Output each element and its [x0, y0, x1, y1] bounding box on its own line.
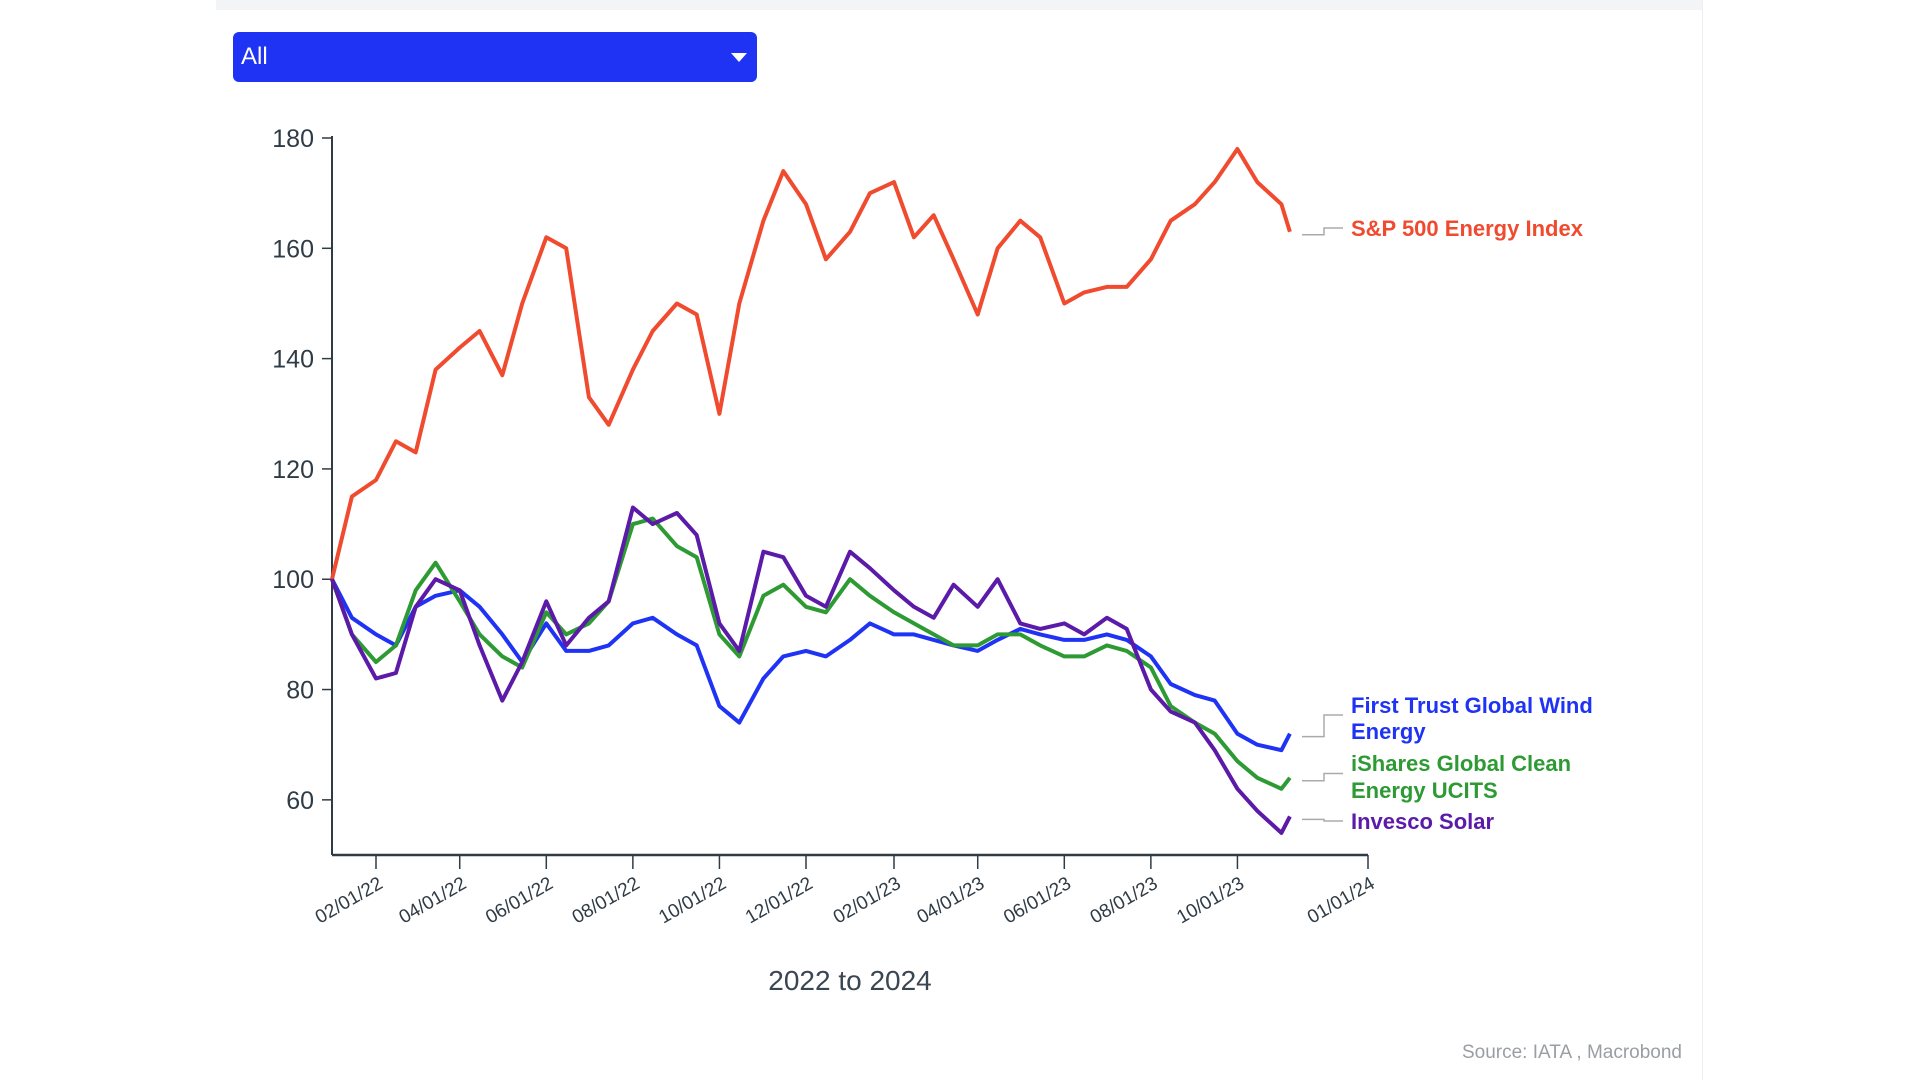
x-tick-label: 02/01/23 — [830, 873, 905, 928]
x-tick-label: 08/01/22 — [569, 873, 644, 928]
label-connector — [1302, 818, 1343, 822]
series-label-line: Energy — [1351, 719, 1426, 744]
series-filter-dropdown[interactable]: All — [233, 32, 757, 82]
x-tick-label: 04/01/22 — [396, 873, 471, 928]
series-label: Invesco Solar — [1351, 809, 1495, 834]
x-tick-label: 01/01/24 — [1304, 873, 1379, 928]
x-tick-label: 10/01/22 — [655, 873, 730, 928]
x-axis-title: 2022 to 2024 — [768, 965, 932, 996]
x-tick-label: 12/01/22 — [742, 873, 817, 928]
series-label: First Trust Global Wind Energy — [1351, 693, 1593, 744]
dropdown-selected-value: All — [241, 43, 268, 70]
y-tick-label: 100 — [272, 566, 314, 594]
label-connector — [1302, 772, 1343, 782]
series-line-0 — [330, 147, 1292, 580]
y-tick-label: 60 — [286, 787, 314, 815]
series-label: iShares Global Clean Energy UCITS — [1351, 751, 1571, 803]
y-tick-label: 120 — [272, 456, 314, 484]
label-connector — [1302, 714, 1343, 738]
series-label: S&P 500 Energy Index — [1351, 216, 1584, 241]
top-bar — [216, 0, 1702, 10]
y-tick-label: 80 — [286, 677, 314, 705]
x-tick-label: 02/01/22 — [312, 873, 387, 928]
y-tick-label: 140 — [272, 346, 314, 374]
label-connector — [1302, 227, 1343, 236]
series-line-3 — [330, 505, 1292, 835]
card-border — [1702, 0, 1703, 1080]
series-line-1 — [330, 578, 1292, 753]
caret-down-icon — [731, 53, 747, 62]
y-tick-label: 180 — [272, 125, 314, 153]
series-label-line: Energy UCITS — [1351, 778, 1498, 803]
x-tick-label: 10/01/23 — [1173, 873, 1248, 928]
source-note: Source: IATA , Macrobond — [1461, 1042, 1682, 1063]
x-tick-label: 04/01/23 — [914, 873, 989, 928]
series-label-line: iShares Global Clean — [1351, 751, 1571, 776]
x-tick-label: 06/01/23 — [1000, 873, 1075, 928]
series-label-line: First Trust Global Wind — [1351, 693, 1593, 718]
y-tick-label: 160 — [272, 235, 314, 263]
x-tick-label: 08/01/23 — [1087, 873, 1162, 928]
x-tick-label: 06/01/22 — [482, 873, 557, 928]
